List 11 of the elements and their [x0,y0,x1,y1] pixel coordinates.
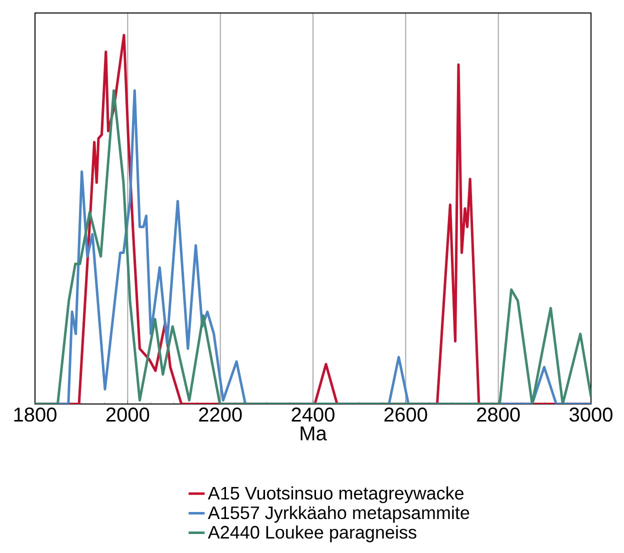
legend-label: A2440 Loukee paragneiss [208,525,416,542]
legend-label: A1557 Jyrkkäaho metapsammite [208,506,470,523]
x-tick-label: 2400 [292,408,334,422]
x-tick-label: 1800 [14,408,56,422]
legend-label: A15 Vuotsinsuo metagreywacke [208,486,464,504]
x-axis-title: Ma [300,426,327,440]
x-tick-label: 2200 [199,408,242,422]
x-tick-label: 2600 [384,408,428,422]
x-tick-label: 2800 [477,408,520,422]
x-tick-label: 3000 [570,408,612,422]
x-tick-label: 2000 [106,408,150,422]
